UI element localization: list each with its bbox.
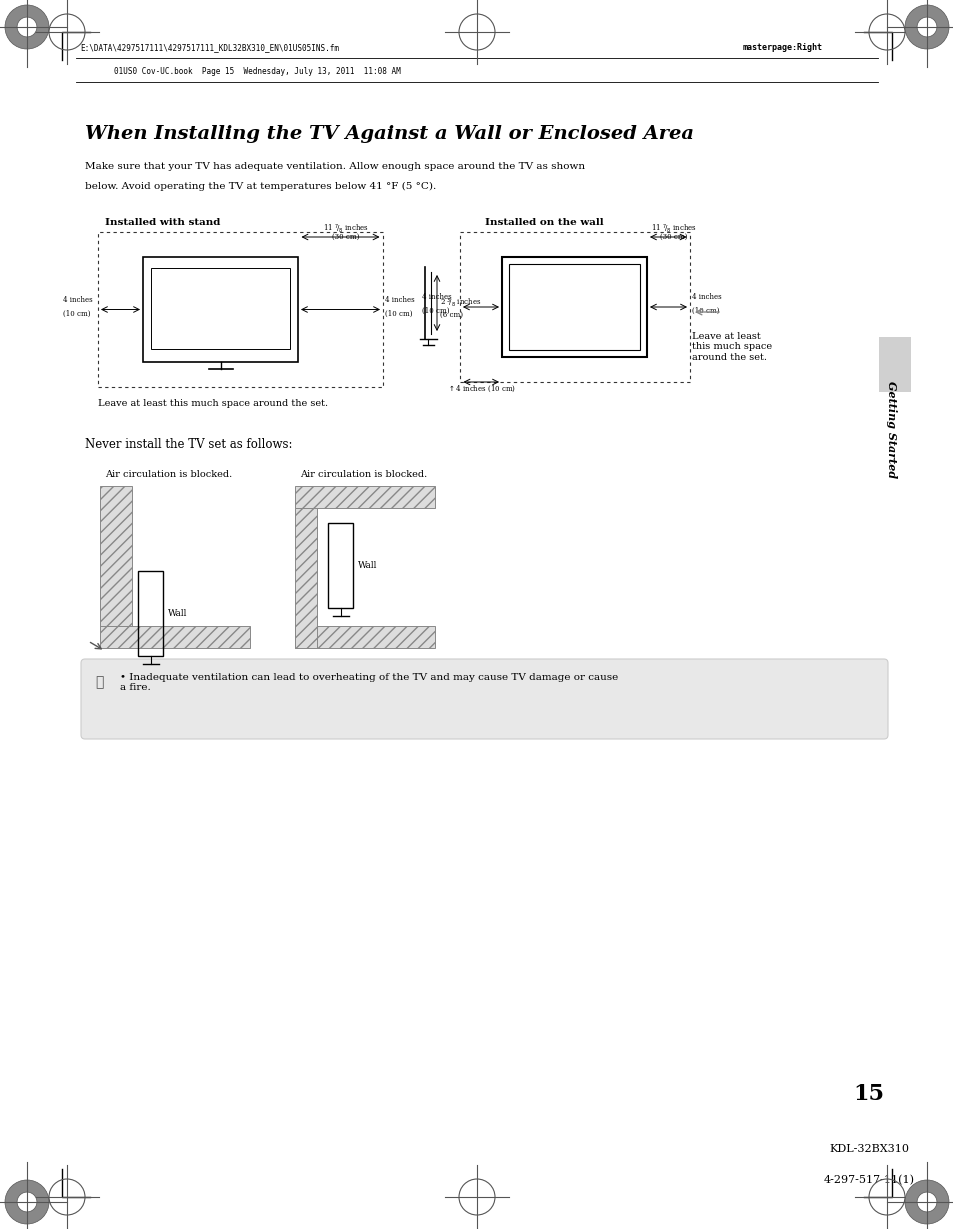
Text: (30 cm): (30 cm) <box>332 234 359 241</box>
Text: Air circulation is blocked.: Air circulation is blocked. <box>299 469 427 479</box>
Text: Leave at least this much space around the set.: Leave at least this much space around th… <box>98 399 328 408</box>
Text: 15: 15 <box>853 1083 883 1105</box>
Circle shape <box>916 17 936 37</box>
Text: ✓: ✓ <box>95 675 103 689</box>
Circle shape <box>904 1180 948 1224</box>
Text: 11 $^7\!/_8$ inches: 11 $^7\!/_8$ inches <box>322 222 368 235</box>
Text: (6 cm): (6 cm) <box>439 311 462 320</box>
Circle shape <box>17 17 37 37</box>
Bar <box>151 268 290 349</box>
Text: masterpage:Right: masterpage:Right <box>741 43 821 53</box>
Text: 4 inches: 4 inches <box>691 293 720 301</box>
Text: Wall: Wall <box>357 560 377 570</box>
Text: Air circulation is blocked.: Air circulation is blocked. <box>105 469 232 479</box>
Circle shape <box>5 5 49 49</box>
Text: E:\DATA\4297517111\4297517111_KDL32BX310_EN\01US05INS.fm: E:\DATA\4297517111\4297517111_KDL32BX310… <box>80 43 339 53</box>
Bar <box>294 485 435 508</box>
Circle shape <box>904 5 948 49</box>
Text: Never install the TV set as follows:: Never install the TV set as follows: <box>85 438 293 451</box>
Bar <box>294 626 435 648</box>
Text: Installed with stand: Installed with stand <box>105 218 220 227</box>
Text: • Inadequate ventilation can lead to overheating of the TV and may cause TV dama: • Inadequate ventilation can lead to ove… <box>120 673 618 692</box>
Text: (10 cm): (10 cm) <box>691 307 719 315</box>
Text: Leave at least
this much space
around the set.: Leave at least this much space around th… <box>691 332 771 361</box>
Text: below. Avoid operating the TV at temperatures below 41 °F (5 °C).: below. Avoid operating the TV at tempera… <box>85 182 436 192</box>
Bar <box>878 337 910 392</box>
Bar <box>143 257 297 363</box>
Text: 11 $^7\!/_8$ inches: 11 $^7\!/_8$ inches <box>650 222 696 235</box>
Text: When Installing the TV Against a Wall or Enclosed Area: When Installing the TV Against a Wall or… <box>85 125 693 143</box>
Bar <box>501 257 646 356</box>
Text: (10 cm): (10 cm) <box>385 310 412 317</box>
Text: 4-297-517-11(1): 4-297-517-11(1) <box>822 1175 914 1185</box>
Text: Wall: Wall <box>168 610 187 618</box>
Text: (10 cm): (10 cm) <box>63 310 91 317</box>
Bar <box>328 524 353 608</box>
Bar <box>294 508 316 648</box>
Text: 4 inches: 4 inches <box>385 295 415 304</box>
Bar <box>98 232 382 387</box>
Text: Make sure that your TV has adequate ventilation. Allow enough space around the T: Make sure that your TV has adequate vent… <box>85 162 584 171</box>
Circle shape <box>17 1192 37 1212</box>
Text: (30 cm): (30 cm) <box>659 234 686 241</box>
Text: 4 inches: 4 inches <box>63 295 92 304</box>
Bar <box>138 571 163 656</box>
Text: $\uparrow$4 inches (10 cm): $\uparrow$4 inches (10 cm) <box>447 383 516 395</box>
Text: Getting Started: Getting Started <box>885 381 897 478</box>
Bar <box>459 232 689 382</box>
FancyBboxPatch shape <box>81 659 887 739</box>
Circle shape <box>5 1180 49 1224</box>
Circle shape <box>916 1192 936 1212</box>
Text: 01US0 Cov-UC.book  Page 15  Wednesday, July 13, 2011  11:08 AM: 01US0 Cov-UC.book Page 15 Wednesday, Jul… <box>114 68 400 76</box>
Text: KDL-32BX310: KDL-32BX310 <box>828 1144 908 1154</box>
Bar <box>100 626 250 648</box>
Text: 4 inches: 4 inches <box>421 293 451 301</box>
Bar <box>100 485 132 626</box>
Text: Installed on the wall: Installed on the wall <box>484 218 603 227</box>
Text: (10 cm): (10 cm) <box>421 307 449 315</box>
Bar <box>509 264 639 350</box>
Text: 2 $^3\!/_8$ inches: 2 $^3\!/_8$ inches <box>439 296 481 310</box>
